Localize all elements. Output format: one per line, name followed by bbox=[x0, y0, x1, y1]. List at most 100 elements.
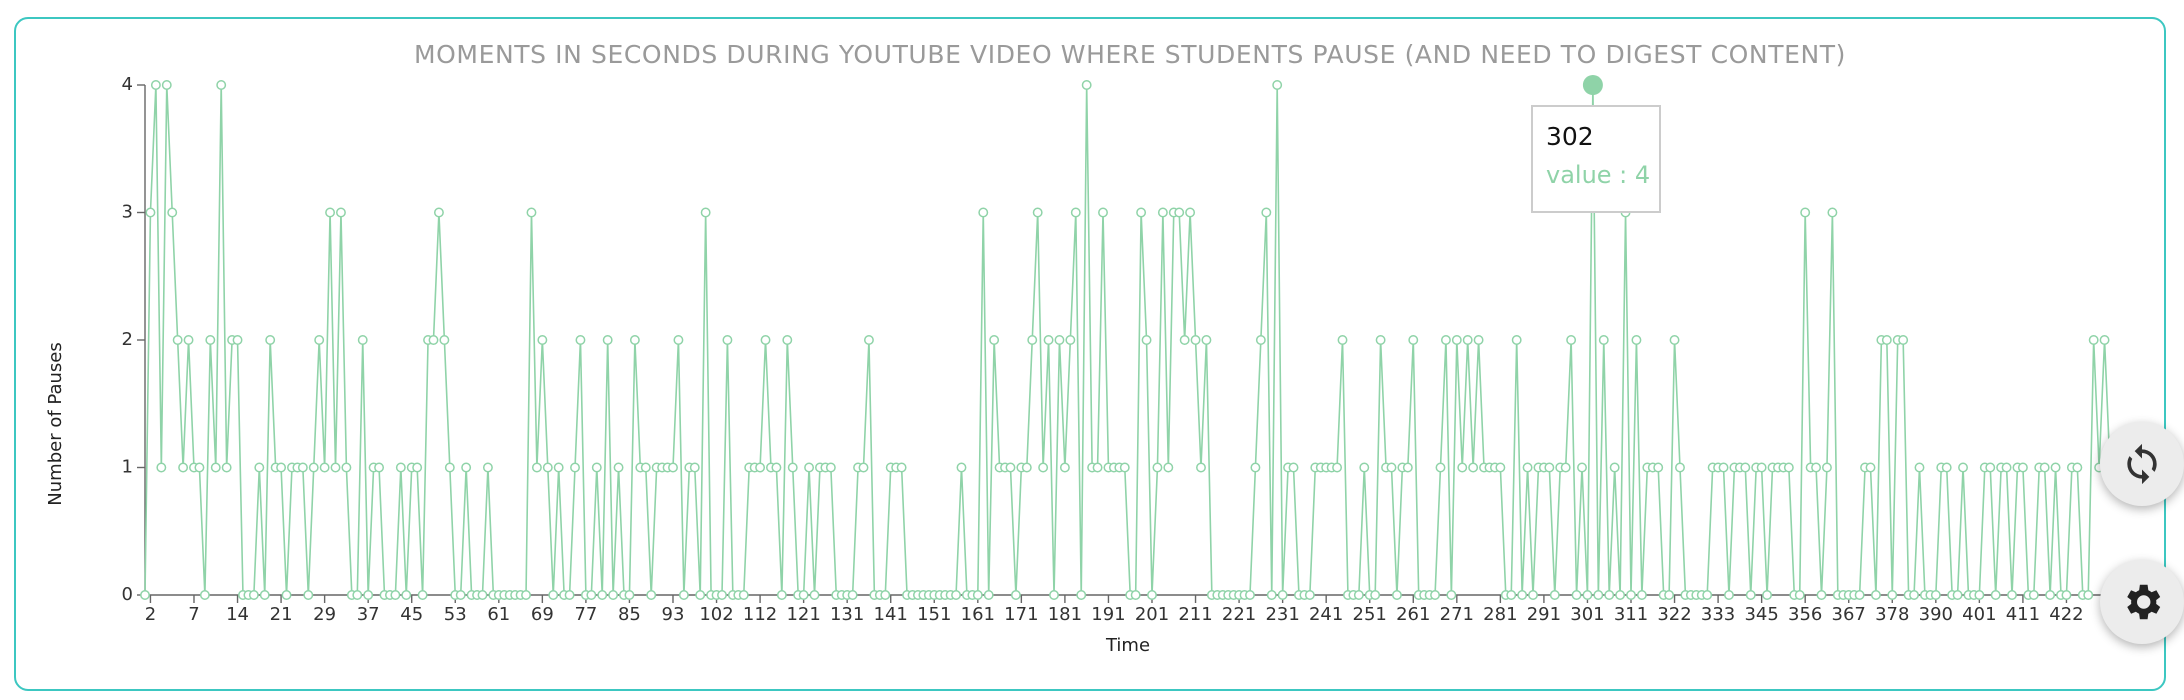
data-point bbox=[1566, 335, 1577, 345]
data-point bbox=[1762, 590, 1773, 600]
data-point bbox=[951, 590, 961, 600]
x-tick-label: 333 bbox=[1701, 604, 1735, 625]
data-point bbox=[1664, 590, 1675, 600]
data-point bbox=[1092, 462, 1103, 473]
y-axis-label: Number of Pauses bbox=[45, 342, 66, 505]
data-point bbox=[265, 335, 276, 345]
x-tick-label: 221 bbox=[1222, 604, 1256, 625]
data-point bbox=[668, 462, 678, 473]
x-tick-label: 2 bbox=[145, 604, 156, 625]
data-point bbox=[336, 207, 346, 218]
data-point bbox=[787, 462, 798, 473]
data-point bbox=[597, 590, 608, 600]
data-point bbox=[150, 80, 161, 90]
data-point bbox=[1794, 590, 1805, 600]
data-point bbox=[564, 590, 575, 600]
data-point bbox=[1593, 590, 1604, 600]
data-point bbox=[167, 207, 178, 218]
data-point bbox=[1724, 590, 1734, 600]
data-point bbox=[1065, 335, 1076, 345]
data-point bbox=[1974, 590, 1985, 600]
data-point bbox=[303, 590, 314, 600]
data-point bbox=[1740, 462, 1751, 473]
x-tick-label: 53 bbox=[444, 604, 467, 625]
data-point bbox=[2007, 590, 2017, 600]
data-point bbox=[570, 462, 580, 473]
x-tick-label: 251 bbox=[1353, 604, 1387, 625]
x-tick-label: 411 bbox=[2006, 604, 2040, 625]
data-point bbox=[1141, 335, 1152, 345]
x-tick-label: 301 bbox=[1570, 604, 1604, 625]
data-point bbox=[276, 462, 287, 473]
data-point bbox=[1304, 590, 1315, 600]
data-point bbox=[477, 590, 488, 600]
data-point bbox=[2061, 590, 2072, 600]
data-point bbox=[1435, 462, 1446, 473]
data-point bbox=[613, 462, 624, 473]
x-tick-label: 367 bbox=[1832, 604, 1866, 625]
refresh-icon bbox=[2127, 443, 2157, 485]
data-point bbox=[531, 462, 542, 473]
data-point bbox=[281, 590, 292, 600]
x-tick-label: 201 bbox=[1135, 604, 1169, 625]
data-point bbox=[1811, 462, 1822, 473]
data-point bbox=[1528, 590, 1538, 600]
y-tick-label: 3 bbox=[122, 202, 133, 223]
data-point bbox=[1353, 590, 1364, 600]
data-point bbox=[1870, 590, 1881, 600]
data-point bbox=[1038, 462, 1049, 473]
data-point bbox=[1021, 462, 1032, 473]
data-point bbox=[194, 462, 205, 473]
data-point bbox=[259, 590, 270, 600]
data-point bbox=[1816, 590, 1827, 600]
data-point bbox=[352, 590, 363, 600]
data-point bbox=[847, 590, 858, 600]
data-point bbox=[738, 590, 749, 600]
data-point bbox=[755, 462, 766, 473]
x-tick-label: 322 bbox=[1657, 604, 1691, 625]
data-point bbox=[1582, 590, 1593, 600]
data-point bbox=[341, 462, 352, 473]
data-point bbox=[1745, 590, 1756, 600]
data-point bbox=[1272, 80, 1283, 90]
x-axis-label: Time bbox=[1105, 635, 1150, 656]
data-point bbox=[1163, 462, 1174, 473]
data-point bbox=[2017, 462, 2028, 473]
settings-button[interactable] bbox=[2100, 560, 2184, 644]
data-point bbox=[1451, 335, 1462, 345]
x-tick-label: 102 bbox=[699, 604, 733, 625]
data-point bbox=[1854, 590, 1865, 600]
tooltip-box bbox=[1531, 105, 1661, 213]
data-point bbox=[319, 462, 330, 473]
x-tick-label: 171 bbox=[1004, 604, 1038, 625]
data-point bbox=[178, 462, 189, 473]
data-point bbox=[156, 462, 167, 473]
data-point bbox=[330, 462, 341, 473]
data-point bbox=[1865, 462, 1876, 473]
data-point bbox=[1615, 590, 1626, 600]
data-point bbox=[412, 462, 423, 473]
data-point bbox=[314, 335, 325, 345]
data-point bbox=[1636, 590, 1647, 600]
chart-title: MOMENTS IN SECONDS DURING YOUTUBE VIDEO … bbox=[414, 40, 1846, 69]
data-point bbox=[433, 207, 444, 218]
data-point bbox=[1391, 590, 1402, 600]
x-tick-label: 281 bbox=[1483, 604, 1517, 625]
refresh-button[interactable] bbox=[2100, 422, 2184, 506]
data-point bbox=[1059, 462, 1070, 473]
data-point bbox=[1179, 335, 1190, 345]
data-point bbox=[717, 590, 727, 600]
data-point bbox=[1952, 590, 1963, 600]
data-point bbox=[1386, 462, 1397, 473]
data-point bbox=[2001, 462, 2012, 473]
data-point bbox=[1631, 335, 1642, 345]
data-point bbox=[548, 590, 559, 600]
x-tick-label: 45 bbox=[400, 604, 423, 625]
data-point bbox=[1881, 335, 1892, 345]
x-tick-label: 21 bbox=[270, 604, 293, 625]
data-point bbox=[1571, 590, 1582, 600]
data-point bbox=[689, 462, 700, 473]
y-tick-label: 4 bbox=[122, 74, 133, 95]
x-tick-label: 271 bbox=[1440, 604, 1474, 625]
